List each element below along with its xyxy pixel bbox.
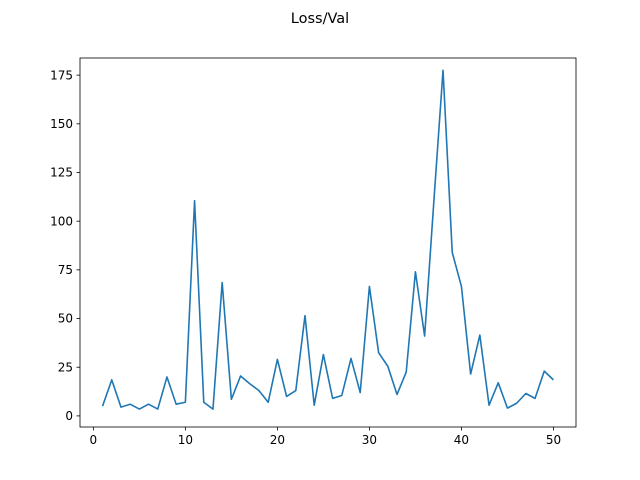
x-tick-label: 50 <box>546 433 561 447</box>
y-axis: 0 25 50 75 100 125 150 175 <box>50 68 80 423</box>
y-tick-label: 175 <box>50 68 73 82</box>
x-tick-label: 30 <box>362 433 377 447</box>
x-tick-label: 10 <box>178 433 193 447</box>
y-tick-label: 75 <box>58 263 73 277</box>
chart-title: Loss/Val <box>291 11 349 27</box>
x-tick-label: 0 <box>90 433 98 447</box>
y-tick-label: 150 <box>50 117 73 131</box>
x-tick-label: 20 <box>270 433 285 447</box>
x-tick-label: 40 <box>454 433 469 447</box>
y-tick-label: 25 <box>58 360 73 374</box>
y-tick-label: 0 <box>65 409 73 423</box>
y-tick-label: 100 <box>50 214 73 228</box>
plot-area <box>101 69 555 410</box>
y-tick-label: 50 <box>58 312 73 326</box>
plot-frame <box>79 57 577 428</box>
x-axis: 0 10 20 30 40 50 <box>90 427 561 447</box>
y-tick-label: 125 <box>50 166 73 180</box>
series-line <box>101 69 555 410</box>
